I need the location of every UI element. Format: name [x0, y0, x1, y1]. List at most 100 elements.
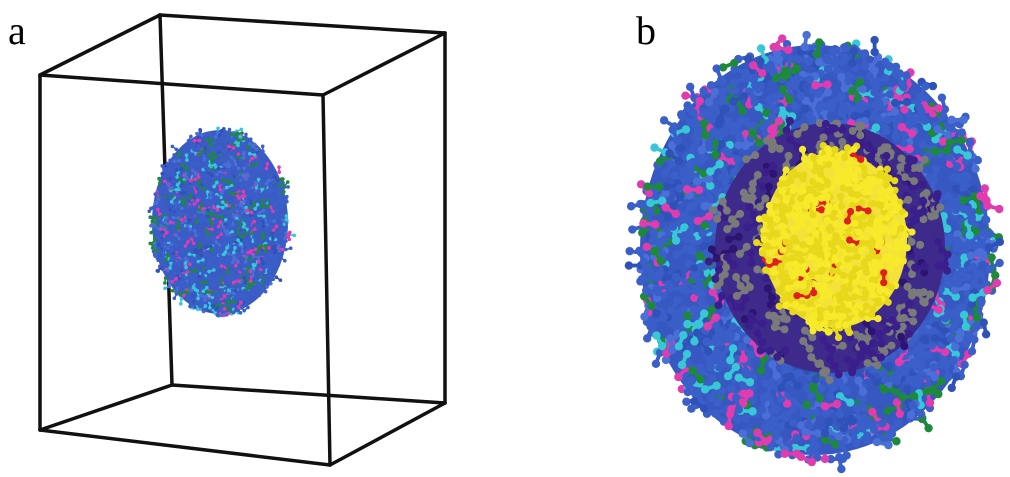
bead	[285, 218, 289, 222]
bead	[672, 273, 680, 281]
bead	[235, 253, 239, 257]
bead	[161, 208, 165, 212]
bead	[166, 238, 170, 242]
bead	[253, 287, 257, 291]
bead	[192, 286, 196, 290]
bead	[212, 268, 216, 272]
bead	[278, 249, 282, 253]
box-edge	[40, 15, 160, 75]
bead	[821, 455, 829, 463]
bead	[159, 221, 163, 225]
bead	[262, 205, 266, 209]
bead	[241, 173, 245, 177]
bead	[201, 262, 205, 266]
bead	[674, 136, 682, 144]
bead	[167, 280, 171, 284]
bead	[237, 138, 241, 142]
bead	[183, 279, 187, 283]
bead	[252, 255, 256, 259]
bead	[696, 97, 704, 105]
bead	[200, 133, 204, 137]
bead	[247, 266, 251, 270]
bead	[250, 289, 254, 293]
bead	[257, 260, 261, 264]
bead	[236, 144, 240, 148]
bead	[265, 223, 269, 227]
bead	[691, 134, 699, 142]
bead	[194, 234, 198, 238]
bead	[248, 152, 252, 156]
bead	[202, 217, 206, 221]
bead	[167, 285, 171, 289]
bead	[199, 233, 203, 237]
bead	[175, 221, 179, 225]
bead	[212, 282, 216, 286]
bead	[187, 195, 191, 199]
bead	[228, 221, 232, 225]
bead	[792, 434, 800, 442]
bead	[232, 277, 236, 281]
bead	[238, 135, 242, 139]
bead	[242, 146, 246, 150]
bead	[186, 235, 190, 239]
bead	[207, 270, 211, 274]
bead	[231, 261, 235, 265]
panel-label: b	[636, 8, 656, 53]
bead	[217, 263, 221, 267]
bead	[159, 204, 163, 208]
bead	[953, 162, 961, 170]
bead	[169, 258, 173, 262]
bead	[281, 206, 285, 210]
figure: a b	[0, 0, 1010, 477]
bead	[257, 270, 261, 274]
bead	[205, 286, 209, 290]
bead	[200, 281, 204, 285]
bead	[194, 183, 198, 187]
bead	[178, 287, 182, 291]
bead	[281, 248, 285, 252]
bead	[192, 156, 196, 160]
bead	[172, 208, 176, 212]
bead	[229, 209, 233, 213]
bead	[789, 419, 797, 427]
bead	[253, 153, 257, 157]
bead	[245, 209, 249, 213]
bead	[168, 266, 172, 270]
bead	[201, 199, 205, 203]
bead	[966, 138, 974, 146]
bead	[160, 216, 164, 220]
bead	[219, 195, 223, 199]
bead	[195, 172, 199, 176]
bead	[160, 230, 164, 234]
bead	[681, 91, 689, 99]
bead	[236, 297, 240, 301]
bead	[687, 404, 695, 412]
bead	[252, 220, 256, 224]
bead	[202, 211, 206, 215]
bead	[835, 453, 843, 461]
bead	[174, 281, 178, 285]
bead	[256, 226, 260, 230]
bead	[208, 275, 212, 279]
bead	[180, 207, 184, 211]
bead	[270, 213, 274, 217]
bead	[244, 133, 248, 137]
bead	[182, 212, 186, 216]
bead	[200, 294, 204, 298]
box-edge	[40, 385, 172, 430]
bead	[241, 178, 245, 182]
bead	[219, 258, 223, 262]
bead	[257, 178, 261, 182]
bead	[227, 226, 231, 230]
bead	[275, 224, 279, 228]
bead	[261, 150, 265, 154]
bead	[257, 256, 261, 260]
bead	[237, 305, 241, 309]
bead	[227, 292, 231, 296]
bead	[201, 289, 205, 293]
bead	[197, 208, 201, 212]
bead	[214, 147, 218, 151]
bead	[244, 136, 248, 140]
bead	[281, 218, 285, 222]
bead	[242, 156, 246, 160]
